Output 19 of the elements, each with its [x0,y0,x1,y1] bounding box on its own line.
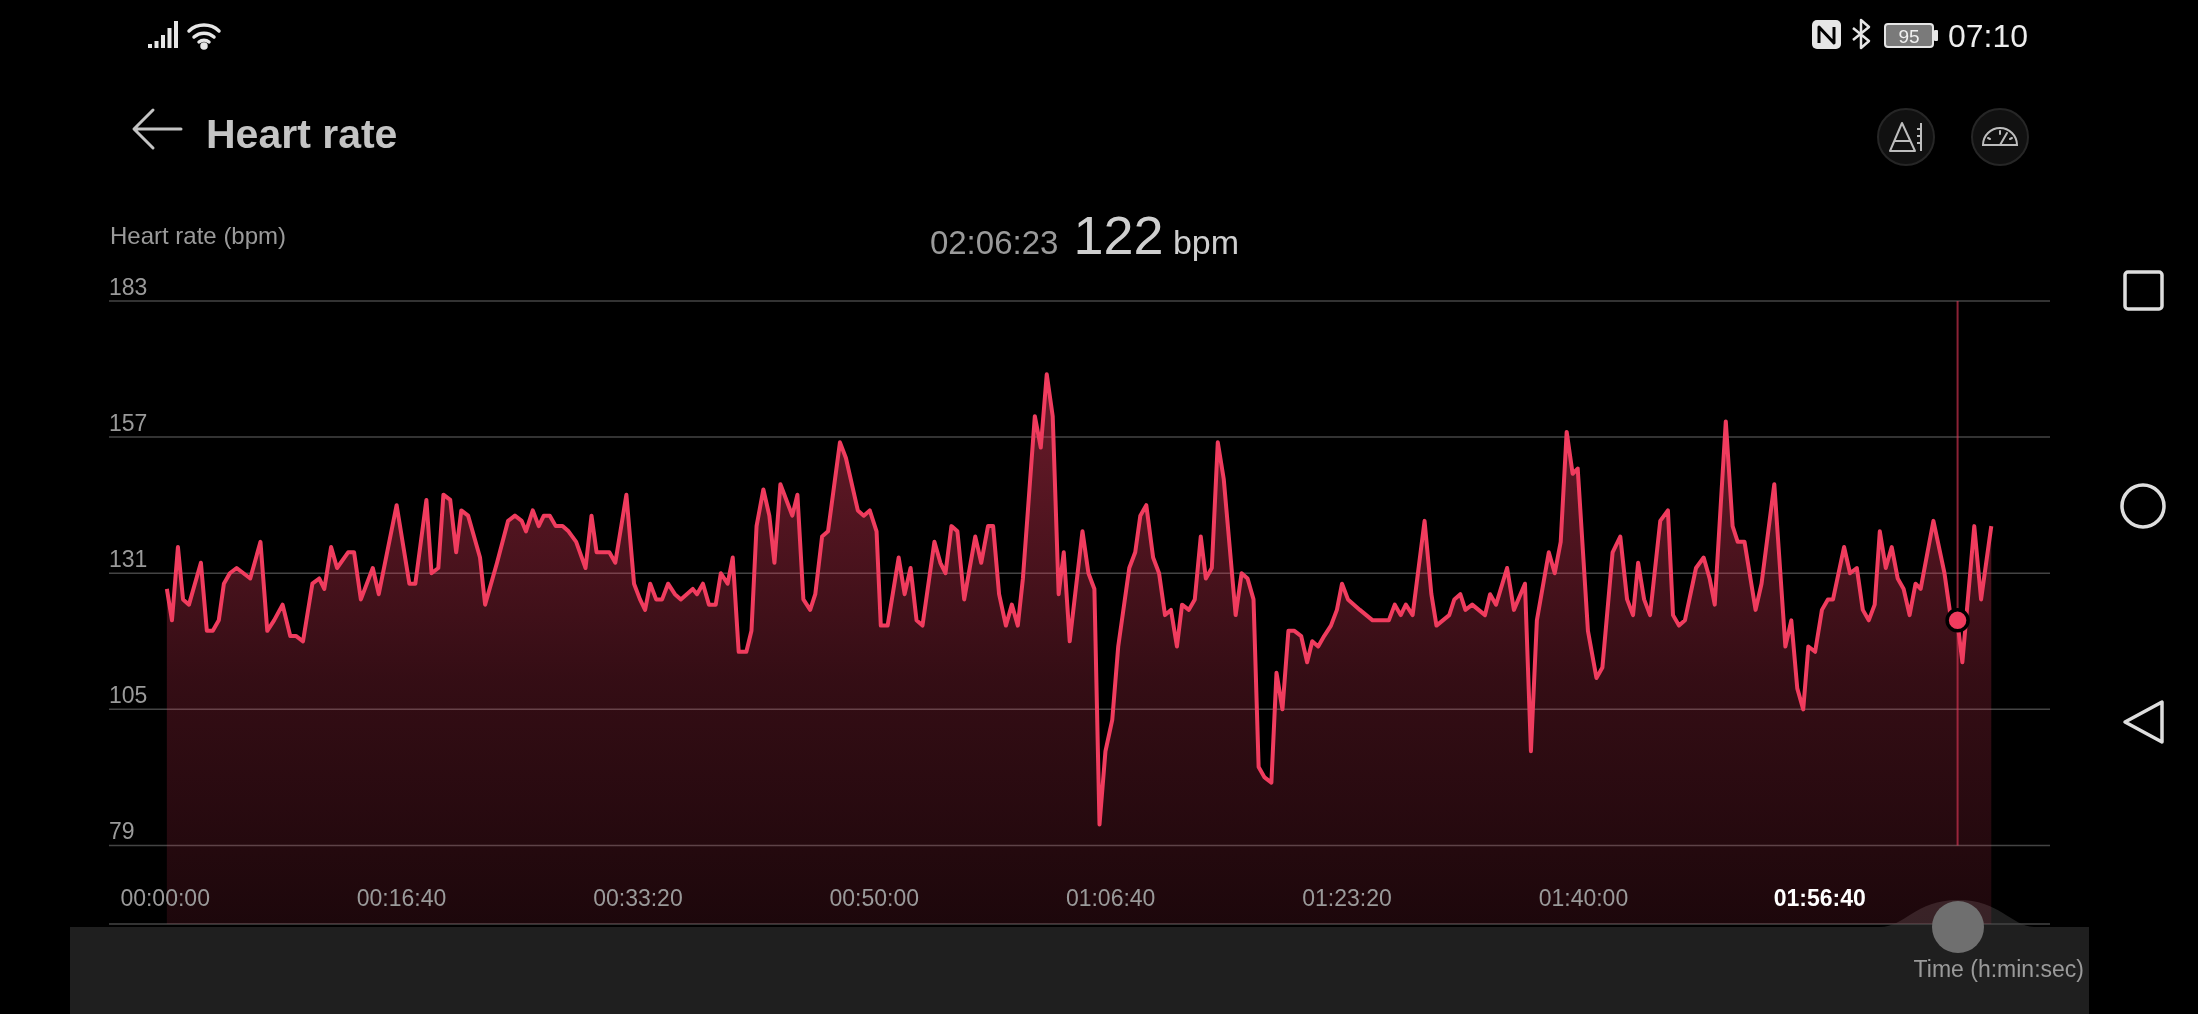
x-tick-label: 01:40:00 [1538,885,1629,911]
y-tick-label: 183 [109,274,148,300]
y-tick-label: 105 [109,682,148,709]
x-tick-label: 01:06:40 [1065,885,1156,911]
text: 95 [1898,26,1920,47]
chart-title: Heart rate [206,111,398,157]
y-tick-label: 131 [109,546,148,573]
x-tick-label: 01:23:20 [1302,885,1392,911]
y-tick-label: 157 [109,410,148,437]
x-tick-label: 00:33:20 [593,885,683,911]
x-tick-label: 01:56:40 [1773,885,1866,911]
x-tick-label: 00:50:00 [829,885,920,911]
x-axis-title: Time (h:min:sec) [1913,956,2084,982]
x-tick-label: 00:00:00 [120,885,210,911]
x-tick-label: 00:16:40 [356,885,447,911]
y-axis-title: Heart rate (bpm) [110,222,287,249]
text: 02:06:23 122 bpm [929,205,1240,265]
text: 07:10 [1948,18,2029,54]
y-tick-label: 79 [109,818,135,845]
